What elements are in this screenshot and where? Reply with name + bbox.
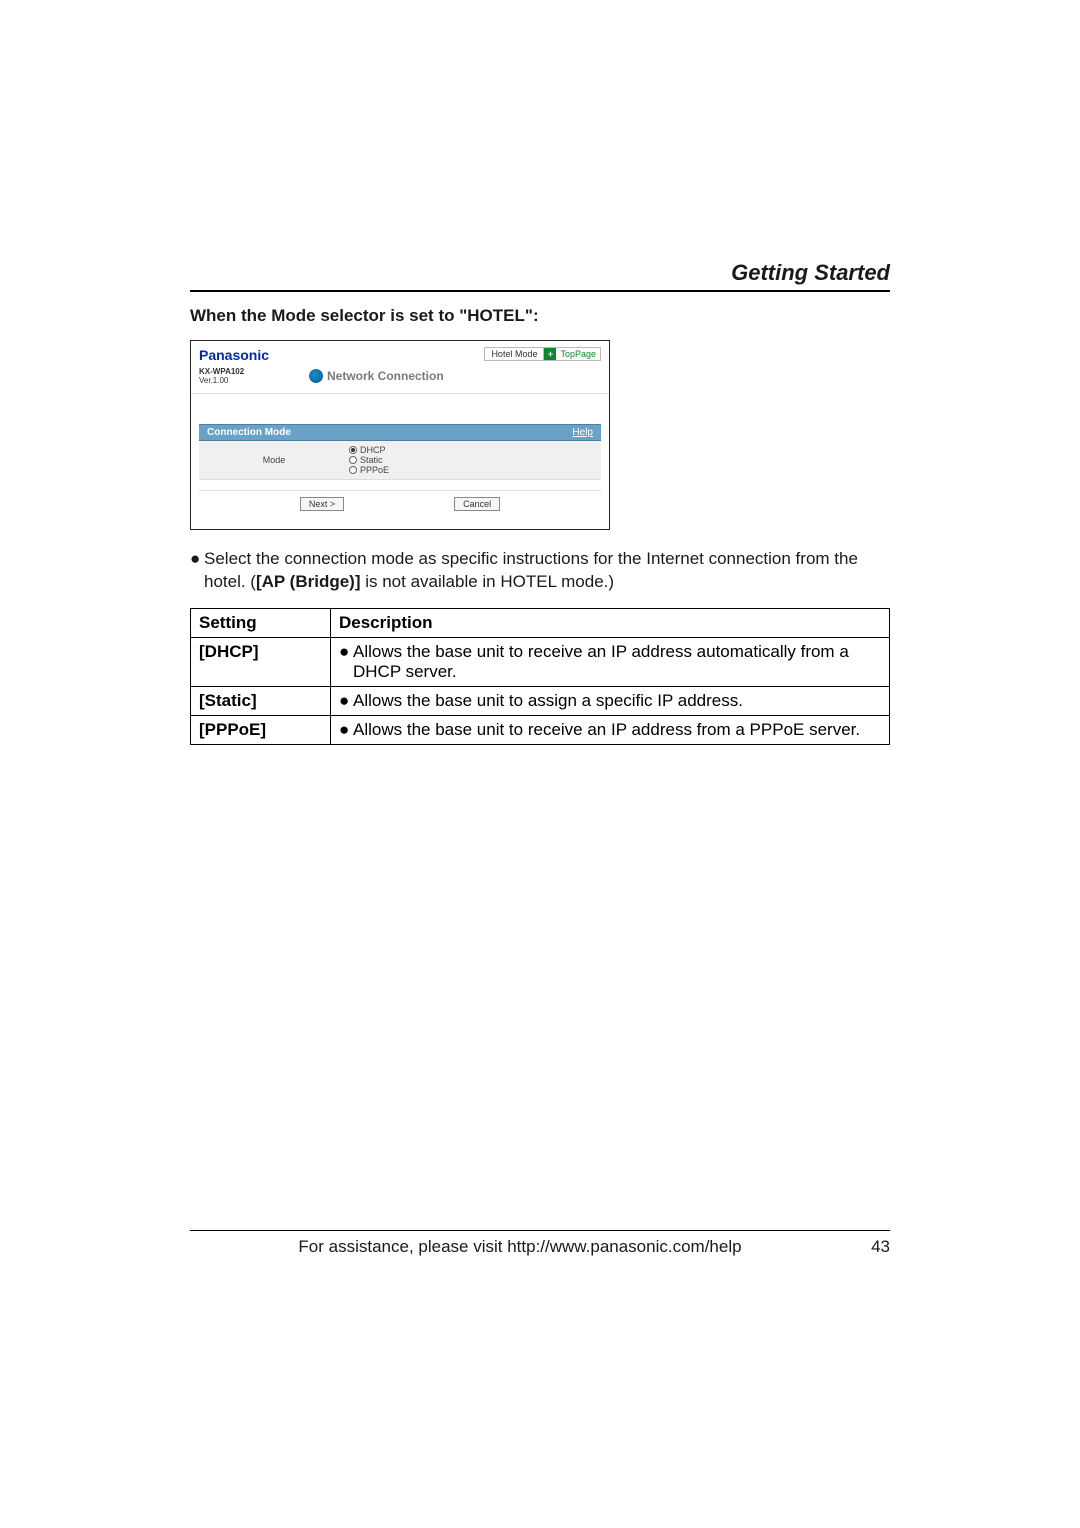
page-heading: Network Connection (309, 369, 444, 383)
help-link[interactable]: Help (572, 427, 593, 438)
cancel-button[interactable]: Cancel (454, 497, 500, 511)
setting-cell: [Static] (191, 686, 331, 715)
connection-mode-bar: Connection Mode Help (199, 424, 601, 441)
desc-cell: ●Allows the base unit to receive an IP a… (331, 637, 890, 686)
firmware-version: Ver.1.00 (199, 376, 228, 385)
plus-icon: + (544, 348, 556, 360)
top-page-link[interactable]: + TopPage (543, 348, 600, 360)
note-suffix: is not available in HOTEL mode.) (361, 572, 615, 591)
radio-dhcp-label: DHCP (360, 445, 386, 455)
section-title: Getting Started (190, 260, 890, 292)
radio-dhcp[interactable]: DHCP (349, 445, 389, 455)
radio-pppoe[interactable]: PPPoE (349, 465, 389, 475)
page-footer: For assistance, please visit http://www.… (190, 1230, 890, 1257)
footer-text: For assistance, please visit http://www.… (190, 1237, 850, 1257)
desc-text: Allows the base unit to receive an IP ad… (353, 642, 881, 682)
desc-text: Allows the base unit to assign a specifi… (353, 691, 743, 711)
desc-cell: ●Allows the base unit to assign a specif… (331, 686, 890, 715)
col-setting: Setting (191, 608, 331, 637)
setting-cell: [PPPoE] (191, 715, 331, 744)
network-connection-title: Network Connection (327, 369, 444, 383)
note-text: Select the connection mode as specific i… (204, 548, 890, 594)
model-number: KX-WPA102 (199, 367, 244, 376)
mode-subtitle: When the Mode selector is set to "HOTEL"… (190, 306, 890, 326)
desc-text: Allows the base unit to receive an IP ad… (353, 720, 860, 740)
radio-static[interactable]: Static (349, 455, 389, 465)
setting-cell: [DHCP] (191, 637, 331, 686)
mode-label: Mode (199, 455, 349, 465)
page-number: 43 (850, 1237, 890, 1257)
settings-table: Setting Description [DHCP] ●Allows the b… (190, 608, 890, 745)
table-row: [Static] ●Allows the base unit to assign… (191, 686, 890, 715)
col-description: Description (331, 608, 890, 637)
top-page-label: TopPage (556, 348, 600, 360)
connection-mode-title: Connection Mode (207, 427, 291, 438)
note-paragraph: ● Select the connection mode as specific… (190, 548, 890, 594)
network-connection-screenshot: Panasonic Hotel Mode + TopPage KX-WPA102… (190, 340, 610, 530)
hotel-mode-label: Hotel Mode (485, 348, 543, 360)
radio-icon (349, 466, 357, 474)
table-row: [PPPoE] ●Allows the base unit to receive… (191, 715, 890, 744)
globe-icon (309, 369, 323, 383)
note-bold: [AP (Bridge)] (256, 572, 361, 591)
mode-row: Mode DHCP Static PPPoE (199, 441, 601, 480)
model-info: KX-WPA102 Ver.1.00 (199, 367, 309, 385)
mode-options: DHCP Static PPPoE (349, 445, 389, 475)
bullet-icon: ● (190, 548, 204, 594)
button-row: Next > Cancel (199, 490, 601, 511)
radio-icon (349, 456, 357, 464)
radio-pppoe-label: PPPoE (360, 465, 389, 475)
radio-icon (349, 446, 357, 454)
table-row: [DHCP] ●Allows the base unit to receive … (191, 637, 890, 686)
brand-logo: Panasonic (199, 347, 269, 363)
top-links: Hotel Mode + TopPage (484, 347, 601, 361)
next-button[interactable]: Next > (300, 497, 344, 511)
desc-cell: ●Allows the base unit to receive an IP a… (331, 715, 890, 744)
radio-static-label: Static (360, 455, 383, 465)
